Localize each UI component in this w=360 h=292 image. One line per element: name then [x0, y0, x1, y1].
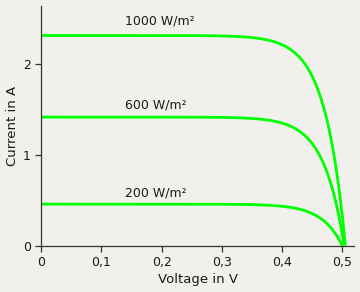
X-axis label: Voltage in V: Voltage in V	[158, 273, 238, 286]
Text: 1000 W/m²: 1000 W/m²	[126, 15, 195, 27]
Y-axis label: Current in A: Current in A	[5, 86, 19, 166]
Text: 200 W/m²: 200 W/m²	[126, 187, 187, 200]
Text: 600 W/m²: 600 W/m²	[126, 99, 187, 112]
